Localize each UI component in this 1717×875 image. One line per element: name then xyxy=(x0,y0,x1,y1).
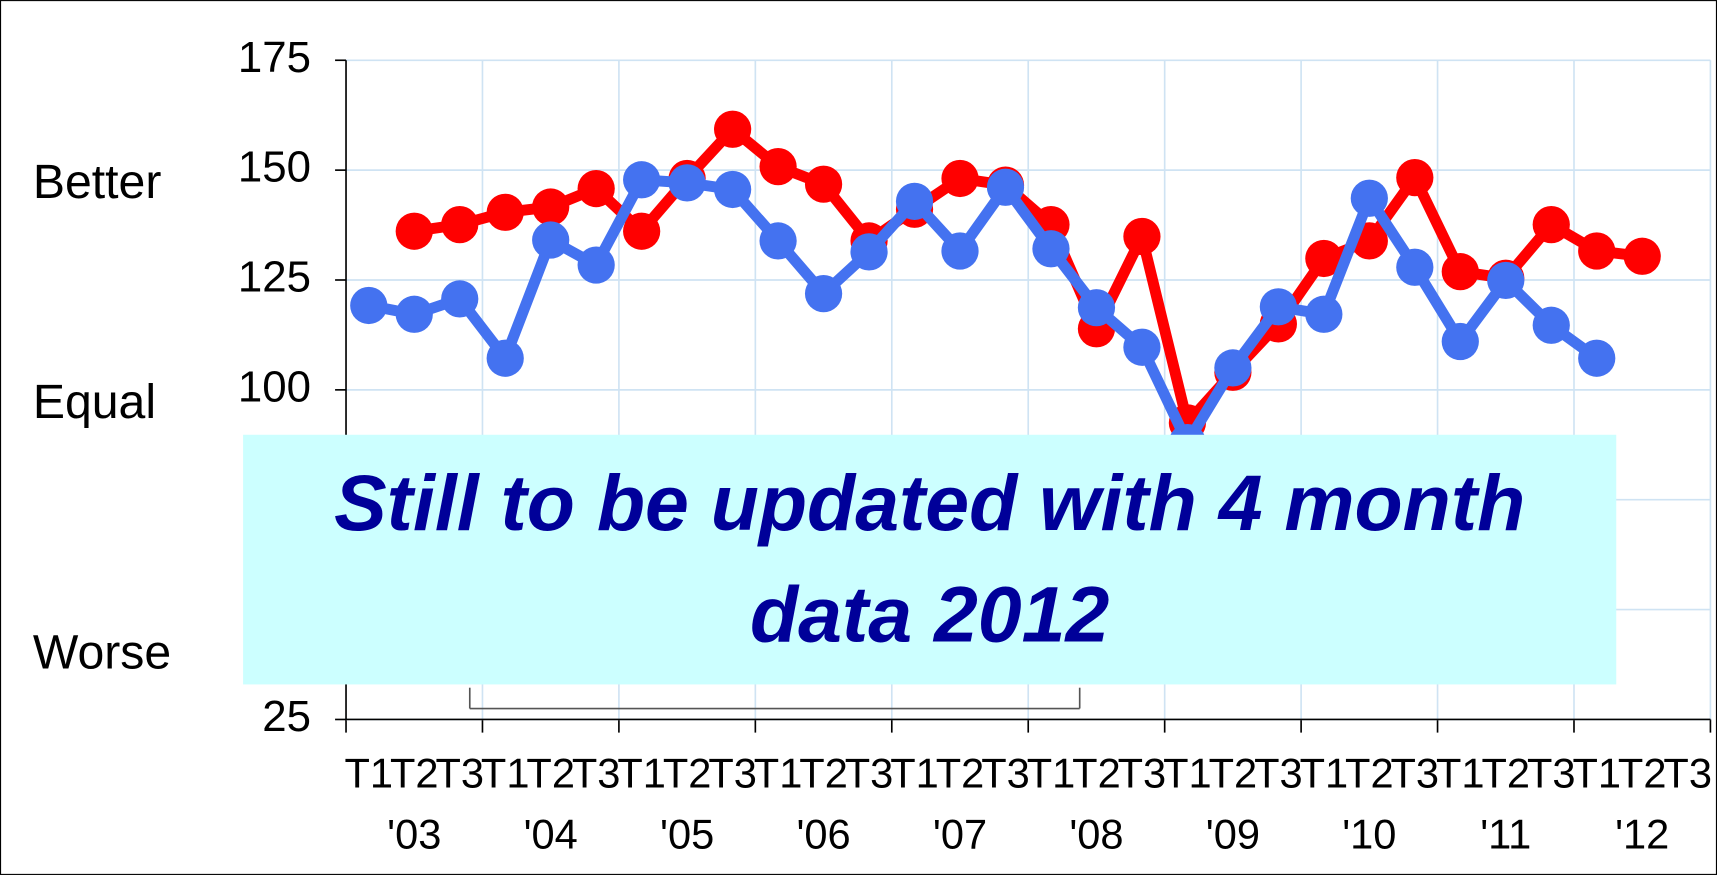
x-tick-label: T2 xyxy=(1618,749,1667,796)
x-tick-label: T2 xyxy=(1481,749,1530,796)
point xyxy=(1441,322,1479,361)
point xyxy=(577,169,615,208)
point xyxy=(441,206,479,244)
point xyxy=(395,295,433,333)
x-tick-label: T2 xyxy=(1072,749,1121,796)
point xyxy=(1123,328,1161,366)
side-label: Better xyxy=(33,155,162,209)
side-label: Worse xyxy=(33,625,171,679)
point xyxy=(1259,288,1297,326)
annotation-box xyxy=(243,434,1617,685)
x-tick-label: T3 xyxy=(1254,749,1303,796)
x-tick-label: T1 xyxy=(890,749,939,796)
point xyxy=(804,165,843,203)
point xyxy=(395,212,433,250)
point xyxy=(1305,295,1343,333)
year-label: '12 xyxy=(1615,811,1669,858)
point xyxy=(941,232,979,270)
point xyxy=(1578,232,1616,270)
y-tick-label: 25 xyxy=(262,692,311,741)
x-tick-label: T3 xyxy=(1663,749,1712,796)
x-tick-label: T3 xyxy=(1118,749,1167,796)
plot-area: 255075100125150175BetterEqualWorseT1T2T3… xyxy=(33,33,1712,858)
point xyxy=(759,222,797,260)
year-label: '03 xyxy=(387,811,441,858)
point xyxy=(1623,237,1661,275)
x-tick-label: T3 xyxy=(981,749,1030,796)
year-label: '07 xyxy=(933,811,987,858)
x-tick-label: T2 xyxy=(1345,749,1394,796)
year-label: '10 xyxy=(1342,811,1396,858)
point xyxy=(623,161,661,199)
y-tick-label: 125 xyxy=(238,253,311,302)
point xyxy=(986,168,1025,206)
y-tick-label: 100 xyxy=(238,362,311,411)
x-tick-label: T1 xyxy=(481,749,530,796)
year-label: '11 xyxy=(1480,811,1531,858)
x-tick-label: T2 xyxy=(526,749,575,796)
point xyxy=(1532,206,1570,244)
point xyxy=(350,286,388,325)
point xyxy=(1032,230,1070,268)
point xyxy=(1578,339,1616,377)
x-tick-label: T1 xyxy=(617,749,666,796)
side-label: Equal xyxy=(33,375,156,429)
x-tick-label: T3 xyxy=(1527,749,1576,796)
x-tick-label: T3 xyxy=(435,749,484,796)
y-tick-label: 150 xyxy=(238,143,311,192)
x-tick-label: T3 xyxy=(845,749,894,796)
point xyxy=(941,159,979,198)
point xyxy=(1305,239,1343,278)
point xyxy=(713,170,752,209)
x-tick-label: T3 xyxy=(1391,749,1440,796)
point xyxy=(532,188,570,226)
point xyxy=(441,280,479,318)
x-tick-label: T2 xyxy=(663,749,712,796)
annotation: data 2012 xyxy=(750,571,1110,659)
x-tick-label: T2 xyxy=(936,749,985,796)
y-tick-label: 175 xyxy=(238,33,311,82)
point xyxy=(1077,289,1116,327)
point xyxy=(850,233,888,271)
point xyxy=(1532,306,1570,344)
year-label: '05 xyxy=(660,811,714,858)
x-tick-label: T1 xyxy=(1572,749,1621,796)
point xyxy=(1350,179,1388,217)
point xyxy=(1123,217,1161,256)
x-tick-label: T2 xyxy=(799,749,848,796)
year-label: '04 xyxy=(524,811,578,858)
point xyxy=(1396,248,1434,286)
point xyxy=(895,182,934,220)
point xyxy=(486,193,524,231)
point xyxy=(1214,349,1252,387)
x-tick-label: T3 xyxy=(572,749,621,796)
point xyxy=(623,212,661,250)
x-tick-label: T1 xyxy=(1300,749,1349,796)
point xyxy=(532,221,570,259)
x-tick-label: T3 xyxy=(708,749,757,796)
point xyxy=(759,148,797,186)
x-tick-label: T1 xyxy=(1027,749,1076,796)
point xyxy=(577,246,615,284)
point xyxy=(1487,261,1525,300)
x-tick-label: T1 xyxy=(754,749,803,796)
year-label: '09 xyxy=(1206,811,1260,858)
point xyxy=(486,339,524,377)
x-tick-label: T1 xyxy=(1436,749,1485,796)
x-tick-label: T1 xyxy=(1163,749,1212,796)
year-label: '06 xyxy=(796,811,850,858)
series-line xyxy=(413,123,1643,429)
x-tick-label: T2 xyxy=(390,749,439,796)
point xyxy=(1396,158,1434,197)
x-tick-label: T1 xyxy=(344,749,393,796)
series-line xyxy=(367,174,1600,449)
point xyxy=(804,275,843,313)
year-label: '08 xyxy=(1069,811,1123,858)
x-tick-label: T2 xyxy=(1209,749,1258,796)
annotation: Still to be updated with 4 month xyxy=(334,459,1525,547)
point xyxy=(1441,253,1479,291)
point xyxy=(668,164,706,202)
point xyxy=(713,110,752,148)
